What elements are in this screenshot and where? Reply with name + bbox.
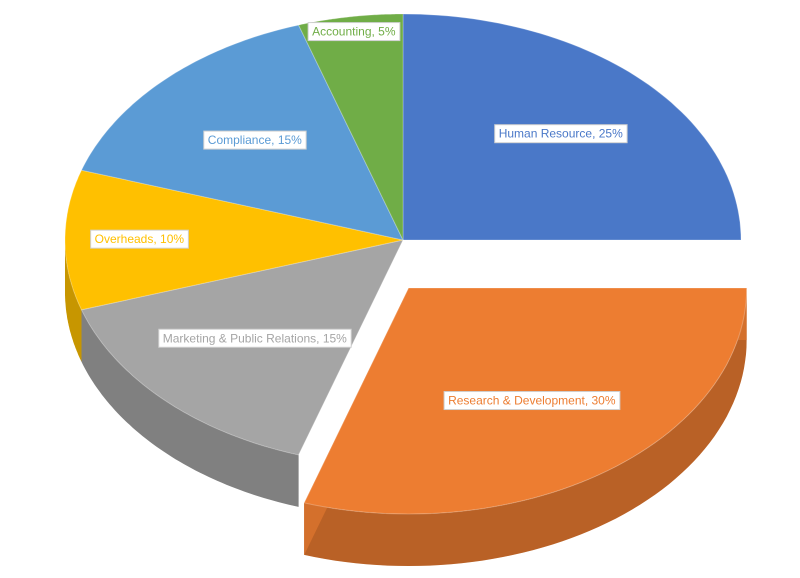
data-label: Human Resource, 25% [494,124,628,144]
data-label: Research & Development, 30% [443,391,621,411]
slice [64,169,404,311]
data-label-box [494,124,628,144]
slice-side [65,240,82,362]
data-label: Overheads, 10% [90,229,189,249]
data-label-box [203,130,307,150]
data-label-text: Marketing & Public Relations, 15% [163,331,347,345]
data-label: Compliance, 15% [203,130,307,150]
data-label: Marketing & Public Relations, 15% [158,328,352,348]
data-label-box [158,328,352,348]
data-label: Accounting, 5% [307,22,401,42]
data-label-text: Human Resource, 25% [499,127,623,141]
data-label-box [307,22,401,42]
data-label-box [90,229,189,249]
data-label-box [443,391,621,411]
data-label-text: Overheads, 10% [95,232,185,246]
slice-side-shade [65,240,82,362]
data-label-text: Research & Development, 30% [448,394,616,408]
slice-side-shade [304,288,747,566]
data-label-text: Accounting, 5% [312,25,396,39]
slice-side-shade [81,309,299,507]
data-label-text: Compliance, 15% [208,133,302,147]
slice-side [81,309,299,507]
slice [297,13,404,241]
slice-side [304,288,747,566]
